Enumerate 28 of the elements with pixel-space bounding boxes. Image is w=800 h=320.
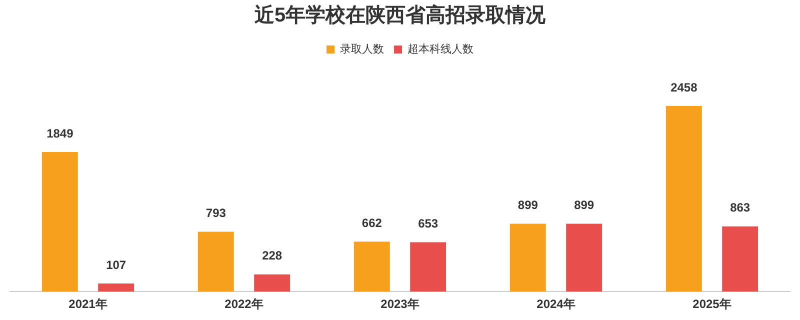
bar — [354, 242, 390, 292]
data-label: 1849 — [46, 126, 74, 140]
data-label: 653 — [418, 216, 438, 231]
data-label: 662 — [362, 216, 382, 230]
bar — [198, 232, 234, 292]
bar — [410, 242, 446, 292]
bar — [42, 152, 78, 292]
x-tick-label: 2022年 — [224, 297, 264, 312]
data-label: 899 — [518, 198, 538, 212]
data-label: 228 — [262, 248, 282, 263]
x-tick-label: 2025年 — [692, 297, 732, 312]
bar — [254, 274, 290, 292]
bar — [722, 226, 758, 292]
x-tick-label: 2024年 — [536, 297, 576, 312]
bar — [510, 224, 546, 292]
data-label: 793 — [206, 206, 226, 220]
bar — [666, 106, 702, 292]
data-label: 2458 — [670, 80, 698, 94]
data-label: 107 — [106, 258, 126, 272]
x-tick-label: 2021年 — [68, 297, 108, 312]
chart-title: 近5年学校在陕西省高招录取情况 — [253, 4, 547, 27]
bar — [98, 284, 134, 292]
data-label: 899 — [574, 198, 594, 212]
legend-label: 超本科线人数 — [408, 42, 474, 56]
x-tick-label: 2023年 — [380, 297, 420, 312]
data-label: 863 — [730, 200, 750, 215]
legend-label: 录取人数 — [340, 44, 384, 56]
bar — [566, 224, 602, 292]
